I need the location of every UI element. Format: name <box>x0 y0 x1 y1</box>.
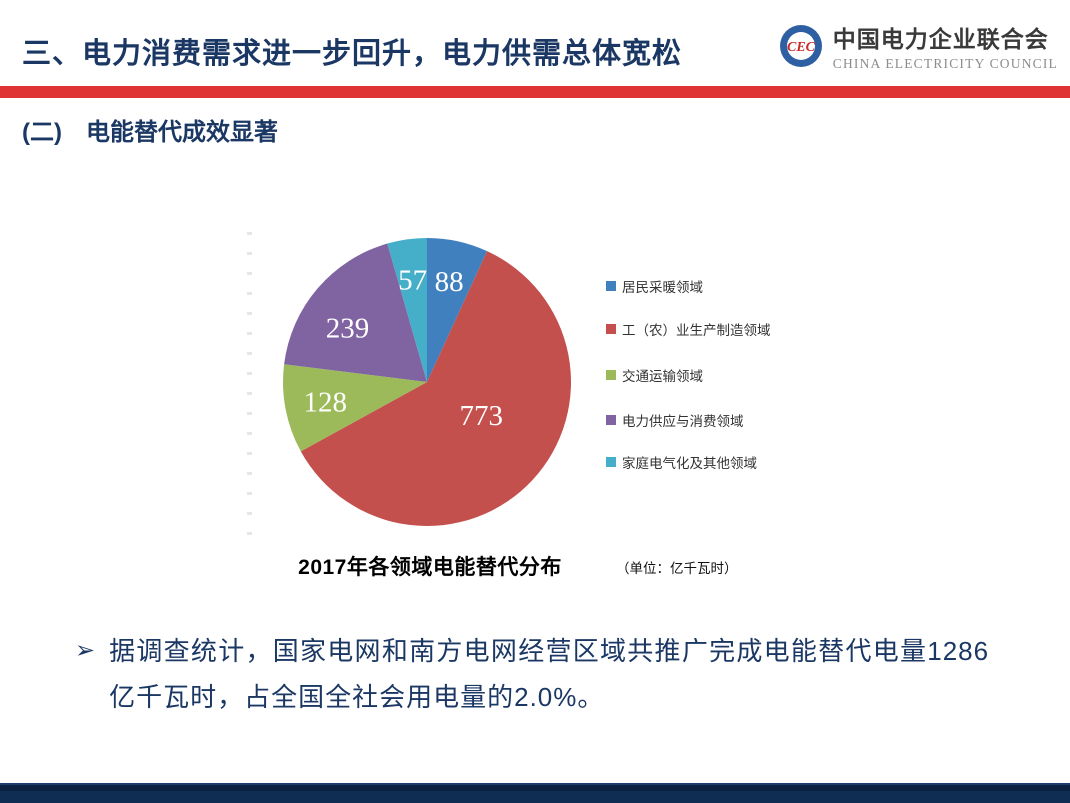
pie-chart: 88 773 128 239 57 <box>283 238 571 527</box>
legend-swatch <box>606 415 616 425</box>
legend-item: 交通运输领域 <box>606 366 774 387</box>
legend-item: 电力供应与消费领域 <box>606 411 774 432</box>
pie-slice-1 <box>300 251 571 527</box>
legend-swatch <box>606 457 616 467</box>
pie-slice-3 <box>284 243 427 382</box>
bullet-paragraph: ➢ 据调查统计，国家电网和南方电网经营区域共推广完成电能替代电量1286亿千瓦时… <box>75 628 989 720</box>
chart-unit-note: （单位：亿千瓦时） <box>616 561 738 576</box>
legend-label: 家庭电气化及其他领域 <box>622 456 757 471</box>
cec-emblem-icon: CEC <box>779 25 822 67</box>
pie-slice-value: 88 <box>435 266 464 298</box>
logo-name-en: CHINA ELECTRICITY COUNCIL <box>832 56 1058 71</box>
chart-title: 2017年各领域电能替代分布 <box>298 556 562 579</box>
footer-bar <box>0 783 1070 803</box>
legend-swatch <box>606 370 616 380</box>
logo-monogram: CEC <box>787 40 816 55</box>
pie-slice-4 <box>387 238 427 382</box>
cec-logo: CEC 中国电力企业联合会 CHINA ELECTRICITY COUNCIL <box>777 20 1058 72</box>
bullet-arrow-icon: ➢ <box>75 637 96 664</box>
pie-slice-value: 239 <box>326 312 370 344</box>
pie-slice-value: 773 <box>460 400 504 432</box>
legend-label: 工（农）业生产制造领域 <box>622 323 771 338</box>
logo-text: 中国电力企业联合会 CHINA ELECTRICITY COUNCIL <box>833 20 1058 72</box>
legend-item: 工（农）业生产制造领域 <box>606 320 774 341</box>
bullet-text: 据调查统计，国家电网和南方电网经营区域共推广完成电能替代电量1286亿千瓦时，占… <box>109 636 990 712</box>
section-heading: (二) 电能替代成效显著 <box>22 119 278 146</box>
pie-slice-0 <box>427 238 488 382</box>
pie-slice-value: 128 <box>303 387 347 419</box>
legend-item: 居民采暖领域 <box>606 277 774 298</box>
legend-item: 家庭电气化及其他领域 <box>606 453 774 474</box>
legend-label: 交通运输领域 <box>622 369 703 384</box>
header-divider <box>0 86 1070 98</box>
pie-slice-value: 57 <box>398 264 427 296</box>
dotted-guide-line <box>247 232 252 538</box>
pie-slice-2 <box>283 364 427 452</box>
page-title: 三、电力消费需求进一步回升，电力供需总体宽松 <box>22 38 683 70</box>
legend-label: 居民采暖领域 <box>622 280 703 295</box>
logo-name-cn: 中国电力企业联合会 <box>832 26 1049 52</box>
legend-label: 电力供应与消费领域 <box>622 414 744 429</box>
legend-swatch <box>606 281 616 291</box>
legend-swatch <box>606 324 616 334</box>
